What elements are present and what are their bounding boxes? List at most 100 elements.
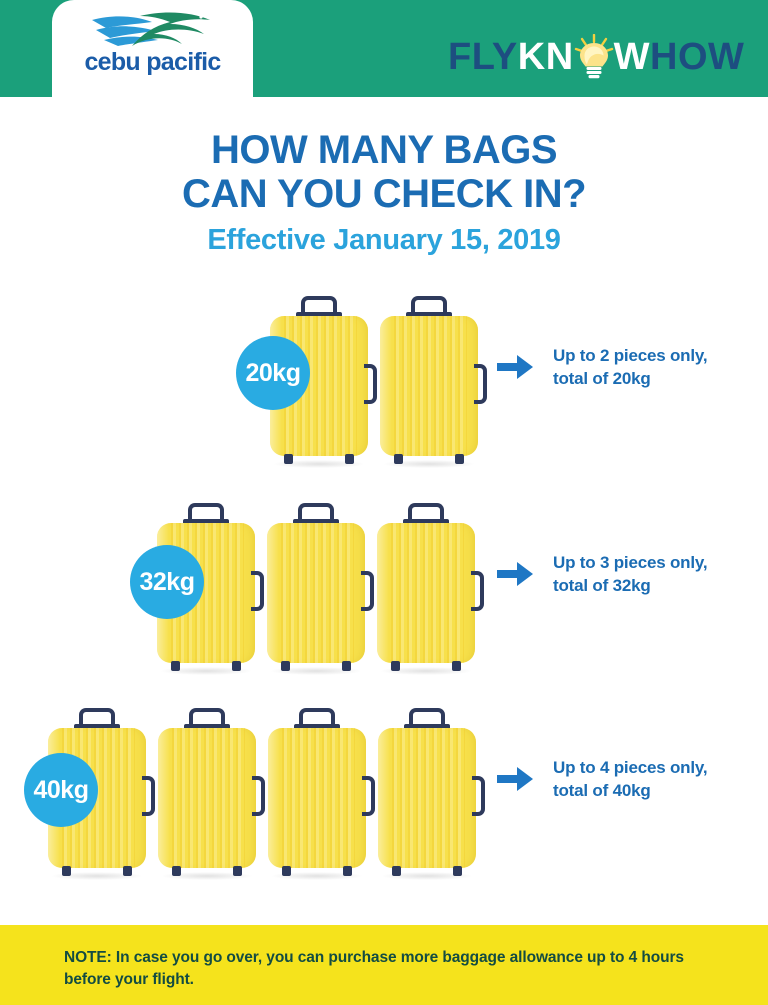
cebu-pacific-eagle-icon	[92, 12, 210, 46]
allowance-row-32kg: 32kg Up to 3 pieces only, total of 32kg	[0, 495, 768, 675]
suitcase-wheel-right	[452, 661, 461, 671]
arrow-right-icon	[497, 767, 533, 791]
suitcase-side-handle	[471, 571, 484, 611]
suitcase-side-handle	[252, 776, 265, 816]
suitcase-body	[380, 316, 478, 456]
suitcase-telescopic-handle	[298, 503, 334, 523]
suitcase-icon	[158, 708, 265, 880]
allowance-row-20kg: 20kg Up to 2 pieces only, total of 20kg	[0, 288, 768, 468]
suitcase-handle-bar	[406, 312, 452, 318]
suitcase-wheel-left	[391, 661, 400, 671]
callout-40kg: Up to 4 pieces only, total of 40kg	[497, 756, 708, 802]
suitcase-wheel-left	[392, 866, 401, 876]
suitcase-wheel-right	[345, 454, 354, 464]
suitcase-handle-bar	[183, 519, 229, 525]
suitcase-side-handle	[364, 364, 377, 404]
suitcase-icon	[380, 296, 487, 468]
suitcase-shadow	[272, 872, 362, 880]
page-title: HOW MANY BAGS CAN YOU CHECK IN? Effectiv…	[0, 128, 768, 257]
weight-badge-32kg: 32kg	[130, 545, 204, 619]
suitcase-side-handle	[472, 776, 485, 816]
suitcase-body	[158, 728, 256, 868]
suitcase-shadow	[274, 460, 364, 468]
flyknowhow-logo: FLY KN W HOW	[448, 33, 745, 80]
suitcase-wheel-left	[281, 661, 290, 671]
suitcase-shadow	[381, 667, 471, 675]
suitcase-handle-bar	[184, 724, 230, 730]
suitcase-telescopic-handle	[79, 708, 115, 728]
suitcase-body	[378, 728, 476, 868]
title-line-2: CAN YOU CHECK IN?	[181, 172, 587, 216]
bag-group-40kg	[48, 705, 485, 880]
footer-note-bar: NOTE: In case you go over, you can purch…	[0, 925, 768, 1005]
suitcase-side-handle	[474, 364, 487, 404]
suitcase-icon	[268, 708, 375, 880]
suitcase-side-handle	[362, 776, 375, 816]
allowance-row-40kg: 40kg Up to 4 pieces only, total of 40kg	[0, 700, 768, 880]
suitcase-wheel-right	[233, 866, 242, 876]
brand-wordmark: cebu pacific	[84, 48, 221, 76]
suitcase-telescopic-handle	[409, 708, 445, 728]
suitcase-handle-bar	[404, 724, 450, 730]
callout-32kg: Up to 3 pieces only, total of 32kg	[497, 551, 708, 597]
suitcase-wheel-left	[394, 454, 403, 464]
weight-badge-40kg: 40kg	[24, 753, 98, 827]
fkh-kn-text: KN	[517, 35, 574, 78]
suitcase-wheel-right	[232, 661, 241, 671]
suitcase-shadow	[384, 460, 474, 468]
suitcase-shadow	[52, 872, 142, 880]
arrow-right-icon	[497, 562, 533, 586]
suitcase-shadow	[161, 667, 251, 675]
arrow-right-icon	[497, 355, 533, 379]
suitcase-wheel-right	[342, 661, 351, 671]
callout-20kg: Up to 2 pieces only, total of 20kg	[497, 344, 708, 390]
bag-group-32kg	[157, 500, 484, 675]
suitcase-icon	[377, 503, 484, 675]
suitcase-wheel-left	[284, 454, 293, 464]
suitcase-wheel-left	[171, 661, 180, 671]
suitcase-icon	[267, 503, 374, 675]
fkh-fly-text: FLY	[448, 35, 518, 78]
suitcase-icon	[378, 708, 485, 880]
suitcase-shadow	[162, 872, 252, 880]
suitcase-telescopic-handle	[299, 708, 335, 728]
suitcase-telescopic-handle	[188, 503, 224, 523]
allowance-caption-40kg: Up to 4 pieces only, total of 40kg	[553, 758, 708, 800]
suitcase-wheel-left	[172, 866, 181, 876]
effective-date-subtitle: Effective January 15, 2019	[207, 224, 561, 256]
suitcase-wheel-right	[343, 866, 352, 876]
title-line-1: HOW MANY BAGS	[210, 128, 558, 172]
suitcase-telescopic-handle	[408, 503, 444, 523]
suitcase-side-handle	[251, 571, 264, 611]
suitcase-handle-bar	[293, 519, 339, 525]
allowance-caption-32kg: Up to 3 pieces only, total of 32kg	[553, 553, 708, 595]
suitcase-body	[377, 523, 475, 663]
suitcase-telescopic-handle	[189, 708, 225, 728]
suitcase-handle-bar	[294, 724, 340, 730]
suitcase-side-handle	[361, 571, 374, 611]
footer-note-text: NOTE: In case you go over, you can purch…	[64, 949, 684, 988]
suitcase-wheel-right	[455, 454, 464, 464]
suitcase-handle-bar	[74, 724, 120, 730]
suitcase-shadow	[271, 667, 361, 675]
suitcase-body	[267, 523, 365, 663]
suitcase-shadow	[382, 872, 472, 880]
suitcase-handle-bar	[296, 312, 342, 318]
fkh-how-text: HOW	[650, 35, 745, 78]
suitcase-wheel-right	[123, 866, 132, 876]
suitcase-body	[268, 728, 366, 868]
suitcase-wheel-right	[453, 866, 462, 876]
weight-badge-20kg: 20kg	[236, 336, 310, 410]
allowance-caption-20kg: Up to 2 pieces only, total of 20kg	[553, 346, 708, 388]
brand-logo-card: cebu pacific	[52, 0, 253, 101]
lightbulb-icon	[574, 33, 614, 80]
suitcase-wheel-left	[282, 866, 291, 876]
fkh-w-text: W	[613, 35, 651, 78]
suitcase-telescopic-handle	[411, 296, 447, 316]
suitcase-handle-bar	[403, 519, 449, 525]
header-bar: cebu pacific FLY KN W HOW	[0, 0, 768, 101]
suitcase-side-handle	[142, 776, 155, 816]
suitcase-telescopic-handle	[301, 296, 337, 316]
suitcase-wheel-left	[62, 866, 71, 876]
